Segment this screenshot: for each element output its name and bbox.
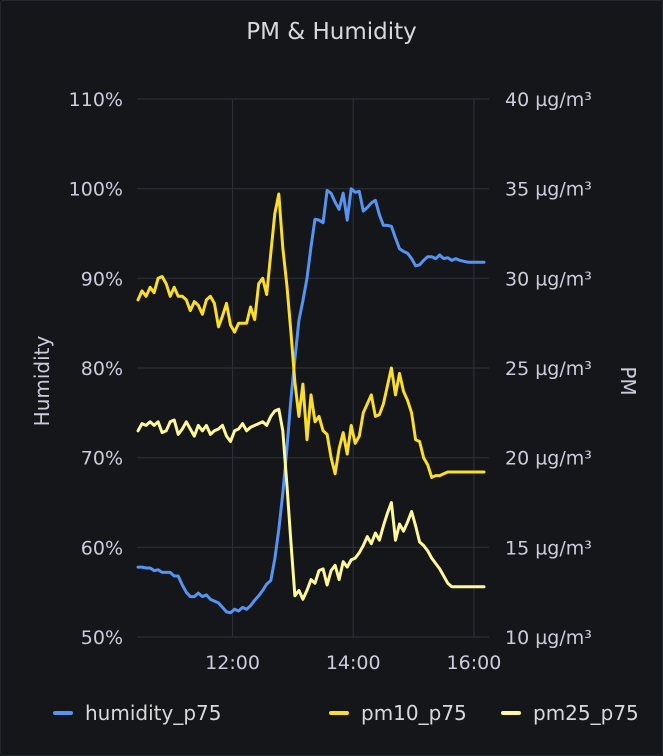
- left-tick-label: 90%: [81, 268, 123, 290]
- legend-item-pm25[interactable]: pm25_p75: [501, 701, 639, 725]
- left-tick-label: 60%: [81, 537, 123, 559]
- legend-swatch-pm25: [501, 711, 521, 715]
- left-tick-label: 70%: [81, 448, 123, 470]
- right-axis-label: PM: [616, 366, 640, 395]
- right-tick-label: 25 µg/m³: [505, 358, 592, 380]
- legend-swatch-humidity: [53, 711, 73, 715]
- left-tick-label: 100%: [69, 179, 123, 201]
- legend-item-humidity[interactable]: humidity_p75: [53, 701, 221, 725]
- left-tick-label: 50%: [81, 627, 123, 649]
- legend-label-pm10: pm10_p75: [361, 701, 467, 725]
- chart-canvas: 50% 60% 70% 80% 90% 100% 110% 10 µg/m³ 15 µg/m³…: [30, 89, 640, 674]
- legend: humidity_p75 pm10_p75 pm25_p75: [1, 701, 663, 731]
- panel-title: PM & Humidity: [246, 19, 417, 45]
- legend-item-pm10[interactable]: pm10_p75: [329, 701, 467, 725]
- right-tick-label: 15 µg/m³: [505, 537, 592, 559]
- legend-label-pm25: pm25_p75: [533, 701, 639, 725]
- series-line-pm25-p75: [136, 407, 486, 601]
- left-axis-label: Humidity: [30, 335, 54, 426]
- left-tick-label: 80%: [81, 358, 123, 380]
- right-tick-label: 10 µg/m³: [505, 627, 592, 649]
- legend-label-humidity: humidity_p75: [85, 701, 222, 725]
- grid: [137, 98, 489, 638]
- series-lines: [136, 187, 486, 615]
- left-axis-ticks: 50% 60% 70% 80% 90% 100% 110%: [69, 89, 123, 649]
- series-line-humidity-p75: [136, 187, 486, 615]
- x-tick-label: 14:00: [326, 652, 381, 674]
- right-tick-label: 35 µg/m³: [505, 179, 592, 201]
- legend-swatch-pm10: [329, 711, 349, 715]
- x-tick-label: 16:00: [447, 652, 502, 674]
- right-tick-label: 30 µg/m³: [505, 268, 592, 290]
- series-line-pm10-p75: [136, 192, 486, 479]
- right-axis-ticks: 10 µg/m³ 15 µg/m³ 20 µg/m³ 25 µg/m³ 30 µg/m³…: [505, 89, 592, 649]
- right-tick-label: 40 µg/m³: [505, 89, 592, 111]
- x-axis-ticks: 12:00 14:00 16:00: [205, 652, 501, 674]
- left-tick-label: 110%: [69, 89, 123, 111]
- right-tick-label: 20 µg/m³: [505, 448, 592, 470]
- x-tick-label: 12:00: [205, 652, 260, 674]
